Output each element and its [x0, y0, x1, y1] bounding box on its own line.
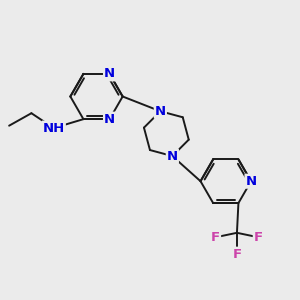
- Text: F: F: [211, 231, 220, 244]
- Text: F: F: [232, 248, 242, 261]
- Text: F: F: [254, 231, 263, 244]
- Text: NH: NH: [43, 122, 65, 135]
- Text: N: N: [167, 149, 178, 163]
- Text: N: N: [155, 105, 166, 118]
- Text: N: N: [104, 113, 115, 126]
- Text: N: N: [245, 175, 256, 188]
- Text: N: N: [104, 67, 115, 80]
